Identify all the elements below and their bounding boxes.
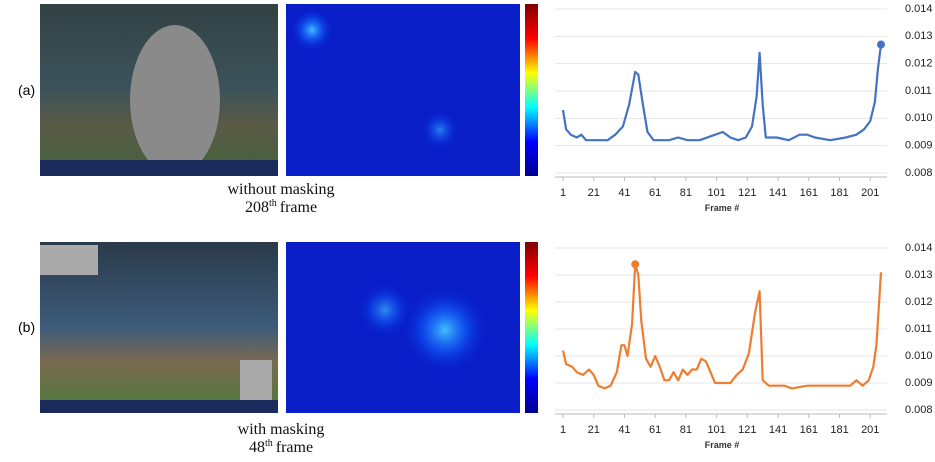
mask-box	[40, 245, 98, 275]
x-tick-label: 161	[800, 424, 818, 436]
y-tick-label: 0.008	[905, 167, 933, 179]
heatmap-blob	[420, 110, 460, 150]
x-tick-label: 81	[680, 187, 692, 199]
x-tick-label: 61	[649, 424, 661, 436]
frame-word: frame	[280, 199, 317, 216]
mask-box	[240, 360, 272, 402]
y-tick-label: 0.010	[905, 112, 933, 124]
ticker	[40, 160, 278, 176]
x-tick-label: 21	[588, 187, 600, 199]
highlight-point	[631, 260, 640, 269]
caption: with masking	[238, 421, 325, 438]
caption: 48th frame	[249, 438, 313, 456]
x-tick-label: 81	[680, 424, 692, 436]
suffix: th	[269, 198, 277, 209]
y-tick-label: 0.014	[905, 3, 933, 15]
x-tick-label: 101	[707, 187, 725, 199]
x-tick-label: 121	[738, 187, 756, 199]
caption: without masking	[227, 181, 334, 198]
x-tick-label: 141	[769, 187, 787, 199]
y-tick-label: 0.011	[905, 323, 932, 335]
x-tick-label: 1	[560, 187, 566, 199]
y-tick-label: 0.009	[905, 140, 933, 152]
x-tick-label: 181	[830, 187, 848, 199]
heatmap-blob	[290, 8, 334, 52]
y-tick-label: 0.010	[905, 350, 933, 362]
highlight-point	[877, 40, 885, 49]
x-tick-label: 61	[649, 187, 661, 199]
x-tick-label: 201	[861, 187, 879, 199]
y-tick-label: 0.009	[905, 377, 933, 389]
x-tick-label: 161	[800, 187, 818, 199]
y-tick-label: 0.013	[905, 30, 933, 42]
x-tick-label: 41	[618, 424, 630, 436]
y-tick-label: 0.008	[905, 404, 933, 416]
x-tick-label: 1	[560, 424, 566, 436]
panel-label: (a)	[18, 82, 35, 98]
x-tick-label: 21	[588, 424, 600, 436]
x-axis-label: Frame #	[705, 203, 740, 213]
heatmap-blob	[400, 285, 490, 375]
x-tick-label: 141	[769, 424, 787, 436]
x-tick-label: 181	[830, 424, 848, 436]
x-tick-label: 121	[738, 424, 756, 436]
ticker	[40, 400, 278, 413]
player	[130, 25, 220, 175]
heatmap-blob	[357, 282, 413, 338]
y-tick-label: 0.012	[905, 296, 933, 308]
frame-number: 48	[249, 439, 265, 456]
y-tick-label: 0.011	[905, 85, 932, 97]
colorbar	[525, 4, 538, 176]
data-line	[561, 263, 883, 390]
data-line	[561, 44, 883, 142]
x-tick-label: 201	[861, 424, 879, 436]
panel-label: (b)	[18, 319, 35, 335]
y-tick-label: 0.013	[905, 269, 933, 281]
suffix: th	[265, 438, 273, 449]
caption: 208th frame	[245, 198, 317, 216]
x-tick-label: 101	[707, 424, 725, 436]
frame-number: 208	[245, 199, 269, 216]
x-tick-label: 41	[618, 187, 630, 199]
colorbar	[525, 242, 538, 413]
x-axis-label: Frame #	[705, 440, 740, 450]
y-tick-label: 0.014	[905, 242, 933, 254]
frame-word: frame	[276, 439, 313, 456]
y-tick-label: 0.012	[905, 58, 933, 70]
